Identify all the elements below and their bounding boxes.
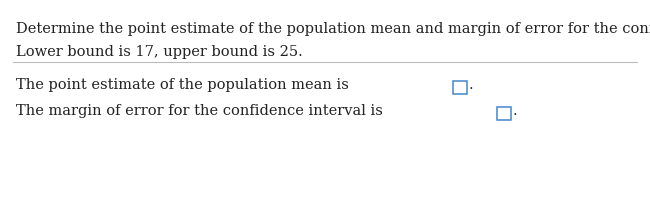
Text: .: . — [469, 78, 473, 92]
Text: The point estimate of the population mean is: The point estimate of the population mea… — [16, 78, 354, 92]
Text: .: . — [512, 104, 517, 118]
FancyBboxPatch shape — [454, 81, 467, 94]
Text: Determine the point estimate of the population mean and margin of error for the : Determine the point estimate of the popu… — [16, 22, 650, 36]
Text: Lower bound is 17, upper bound is 25.: Lower bound is 17, upper bound is 25. — [16, 45, 303, 59]
Text: The margin of error for the confidence interval is: The margin of error for the confidence i… — [16, 104, 387, 118]
FancyBboxPatch shape — [497, 107, 512, 120]
